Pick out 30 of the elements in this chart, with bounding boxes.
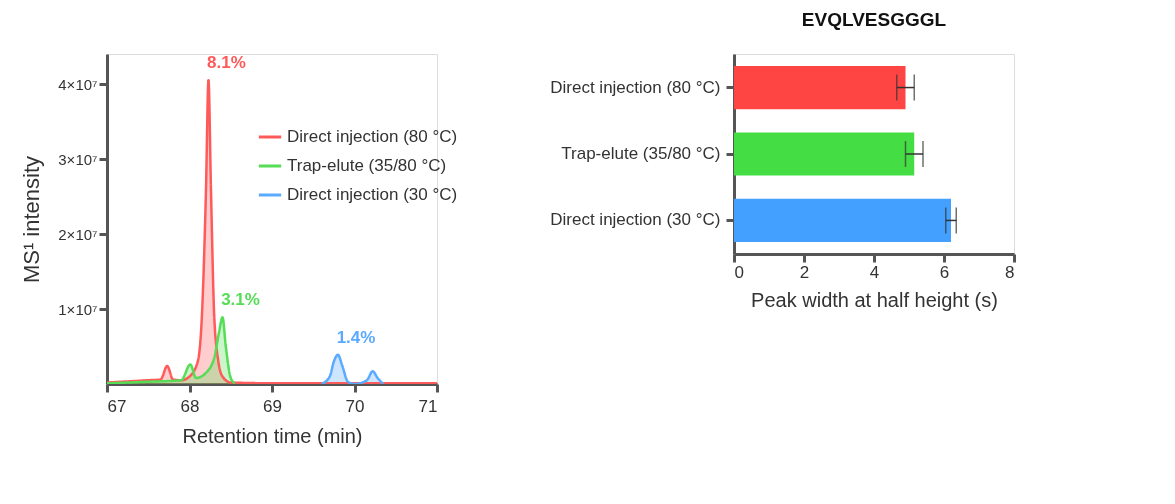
- x-tick-label: 2: [799, 262, 810, 282]
- x-tick-label: 8: [1005, 262, 1015, 282]
- y-tick-label: 4×10⁷: [58, 75, 98, 93]
- y-tick-label: Trap-elute (35/80 °C): [561, 144, 721, 163]
- x-tick-label: 71: [418, 396, 438, 416]
- y-tick-label: 2×10⁷: [58, 225, 98, 243]
- bar: [734, 198, 951, 243]
- y-tick-label: 1×10⁷: [58, 300, 98, 318]
- annotation: 3.1%: [221, 290, 260, 310]
- annotation: 8.1%: [207, 53, 246, 73]
- chart-title: EVQLVESGGGL: [801, 9, 947, 30]
- bar: [734, 65, 906, 110]
- y-tick-label: Direct injection (30 °C): [550, 210, 721, 230]
- x-tick-label: 70: [345, 396, 365, 416]
- x-tick-label: 4: [869, 262, 880, 282]
- y-axis-title: MS¹ intensity: [19, 155, 45, 284]
- x-tick-label: 6: [939, 262, 950, 282]
- x-axis-title: Retention time (min): [182, 424, 363, 447]
- x-tick-label: 69: [263, 396, 282, 416]
- annotation: 1.4%: [336, 327, 376, 347]
- y-tick-label: Direct injection (80 °C): [550, 77, 721, 97]
- legend-label: Direct injection (30 °C): [287, 185, 458, 204]
- x-tick-label: 67: [107, 396, 127, 416]
- x-axis-title: Peak width at half height (s): [751, 288, 998, 311]
- bar: [734, 132, 915, 176]
- legend-label: Direct injection (80 °C): [287, 127, 458, 146]
- x-tick-label: 68: [180, 396, 200, 416]
- y-tick-label: 3×10⁷: [58, 150, 98, 168]
- x-tick-label: 0: [734, 262, 744, 282]
- legend-label: Trap-elute (35/80 °C): [287, 156, 447, 175]
